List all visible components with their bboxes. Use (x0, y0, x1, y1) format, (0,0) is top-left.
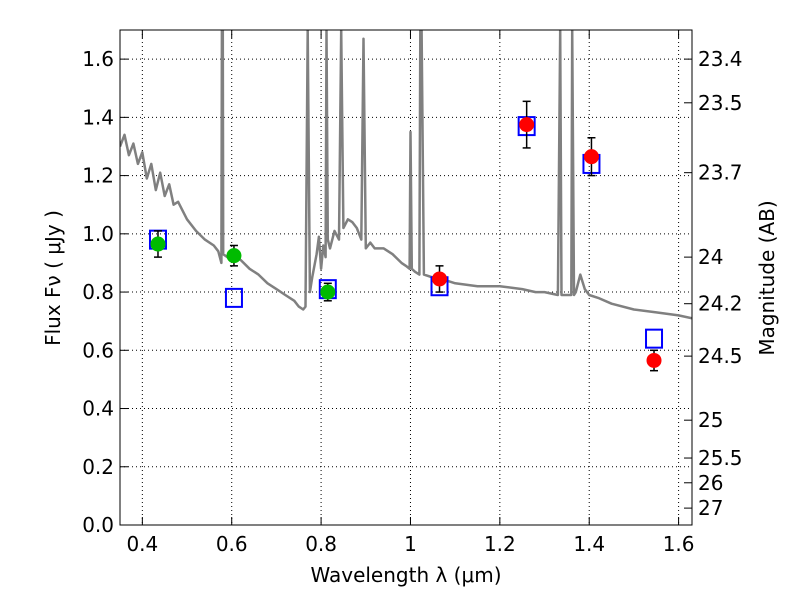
right-tick-label: 24.5 (698, 344, 743, 368)
y-tick-label: 0.2 (82, 455, 114, 479)
y-tick-label: 1.2 (82, 164, 114, 188)
y-tick-label: 1.4 (82, 105, 114, 129)
model-square-marker (224, 287, 243, 308)
x-tick-label: 1.4 (573, 532, 605, 556)
x-tick-label: 1.6 (663, 532, 695, 556)
right-tick-label: 23.5 (698, 91, 743, 115)
x-axis-title: Wavelength λ (μm) (310, 563, 501, 587)
plot-area (120, 30, 692, 372)
y-tick-label: 0.8 (82, 280, 114, 304)
y-tick-label: 1.6 (82, 47, 114, 71)
observed-data-point (432, 271, 448, 287)
ticks: 0.4 0.6 0.8 1 1.2 1.4 1.6 0.0 0.2 0.4 0.6 0.8 1.0 1.2… (82, 30, 743, 556)
y-tick-label: 0.6 (82, 338, 114, 362)
right-axis-title: Magnitude (AB) (755, 200, 779, 355)
observed-data-point (519, 117, 535, 133)
right-tick-label: 25 (698, 408, 723, 432)
right-tick-label: 23.4 (698, 47, 743, 71)
x-tick-label: 0.8 (305, 532, 337, 556)
y-axis-title: Flux Fν ( μJy ) (41, 210, 65, 346)
right-tick-label: 26 (698, 471, 723, 495)
x-tick-label: 1.2 (484, 532, 516, 556)
sed-model-line (120, 30, 692, 320)
plot-frame (119, 29, 693, 526)
right-tick-label: 24 (698, 245, 723, 269)
y-tick-label: 0.0 (82, 513, 114, 537)
model-square-marker (645, 328, 664, 349)
y-tick-label: 1.0 (82, 222, 114, 246)
observed-data-point (226, 248, 242, 264)
x-tick-label: 1 (404, 532, 417, 556)
x-tick-label: 0.4 (126, 532, 158, 556)
right-tick-label: 27 (698, 496, 723, 520)
observed-data-point (320, 284, 336, 300)
observed-data-point (150, 236, 166, 252)
right-tick-label: 23.7 (698, 161, 743, 185)
observed-data-point (583, 149, 599, 165)
right-tick-label: 24.2 (698, 292, 743, 316)
right-tick-label: 25.5 (698, 446, 743, 470)
observed-data-point (646, 352, 662, 368)
y-tick-label: 0.4 (82, 397, 114, 421)
x-tick-label: 0.6 (216, 532, 248, 556)
